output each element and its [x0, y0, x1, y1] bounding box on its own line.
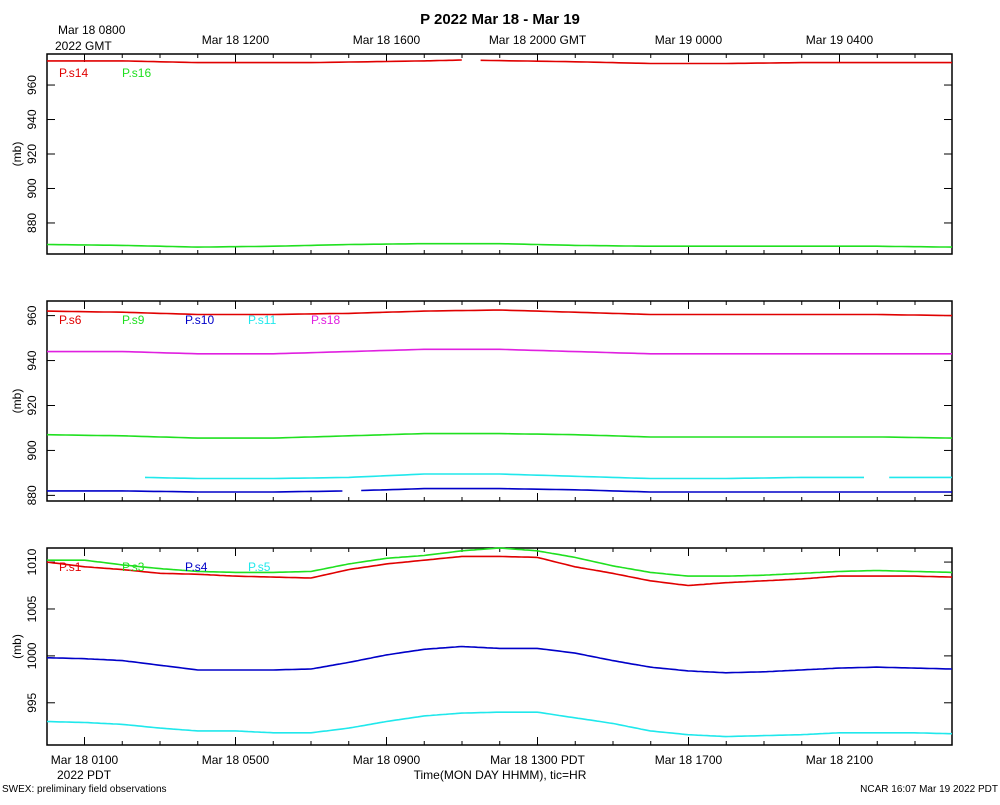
bottom-axis-year-label: 2022 PDT	[57, 768, 112, 782]
y-tick-label: 960	[25, 75, 39, 95]
chart-panel-2: 880 900 920 940 960 (mb) P.s6 P.s9 P.s10 P.s11 P.s…	[10, 300, 953, 505]
y-tick-label: 1000	[25, 642, 39, 669]
y-tick-label: 920	[25, 144, 39, 164]
top-axis-tick-label: Mar 18 1200	[202, 33, 270, 47]
bottom-axis-tick-label: Mar 18 1300 PDT	[490, 753, 585, 767]
series-line-p-s14	[47, 59, 462, 64]
bottom-axis-tick-label: Mar 18 0500	[202, 753, 270, 767]
footer-left-note: SWEX: preliminary field observations	[2, 784, 167, 795]
y-axis-label: (mb)	[10, 634, 24, 659]
y-tick-label: 880	[25, 485, 39, 505]
plot-frame	[46, 300, 953, 502]
legend-entry: P.s10	[185, 313, 214, 327]
top-axis-tick-label: Mar 19 0400	[806, 33, 874, 47]
series-line-p-s18	[47, 348, 952, 355]
legend-entry: P.s3	[122, 560, 145, 574]
y-tick-label: 940	[25, 109, 39, 129]
y-tick-label: 960	[25, 305, 39, 325]
top-axis-first-label-line1: Mar 18 0800	[58, 23, 126, 37]
y-tick-label: 1005	[25, 595, 39, 622]
y-axis-label: (mb)	[10, 389, 24, 414]
series-line-p-s10	[47, 490, 343, 493]
series-line-p-s5	[46, 711, 952, 738]
chart-panel-3: 995 1000 1005 1010 (mb) P.s1 P.s3 P.s4 P.s5	[10, 547, 953, 746]
y-tick-label: 900	[25, 178, 39, 198]
series-line-p-s11	[144, 473, 864, 480]
series-line-p-s4	[47, 645, 953, 674]
y-axis-label: (mb)	[10, 142, 24, 167]
series-line-p-s16	[46, 242, 953, 248]
top-axis-first-label-line2: 2022 GMT	[55, 39, 112, 53]
bottom-axis-tick-label: Mar 18 1700	[655, 753, 723, 767]
y-tick-label: 880	[25, 213, 39, 233]
bottom-axis-tick-label: Mar 18 2100	[806, 753, 874, 767]
legend-entry: P.s5	[248, 560, 271, 574]
legend-entry: P.s6	[59, 313, 82, 327]
bottom-axis-tick-label: Mar 18 0900	[353, 753, 421, 767]
y-tick-label: 1010	[25, 548, 39, 575]
series-line-p-s6	[46, 309, 953, 317]
legend-entry: P.s14	[59, 66, 88, 80]
series-line-p-s9	[46, 432, 953, 439]
series-line-p-s3	[47, 547, 953, 577]
chart-panel-1: 880 900 920 940 960 (mb) P.s14 P.s16	[10, 53, 953, 255]
series-line-p-s1	[46, 555, 953, 587]
legend-entry: P.s9	[122, 313, 145, 327]
y-tick-label: 920	[25, 395, 39, 415]
plot-frame	[46, 53, 953, 255]
legend-entry: P.s11	[248, 313, 277, 327]
legend-entry: P.s18	[311, 313, 340, 327]
y-tick-label: 995	[25, 692, 39, 712]
legend-entry: P.s16	[122, 66, 151, 80]
series-line-p-s10	[361, 487, 952, 493]
top-axis-tick-label: Mar 18 2000 GMT	[489, 33, 587, 47]
legend-entry: P.s1	[59, 560, 82, 574]
legend-entry: P.s4	[185, 560, 208, 574]
top-axis-tick-label: Mar 18 1600	[353, 33, 421, 47]
footer-right-note: NCAR 16:07 Mar 19 2022 PDT	[860, 784, 998, 795]
bottom-axis-xlabel: Time(MON DAY HHMM), tic=HR	[414, 768, 587, 782]
y-tick-label: 900	[25, 440, 39, 460]
figure-title: P 2022 Mar 18 - Mar 19	[420, 11, 580, 28]
bottom-axis-tick-label: Mar 18 0100	[51, 753, 119, 767]
series-line-p-s14	[480, 59, 952, 65]
top-axis-tick-label: Mar 19 0000	[655, 33, 723, 47]
y-tick-label: 940	[25, 350, 39, 370]
